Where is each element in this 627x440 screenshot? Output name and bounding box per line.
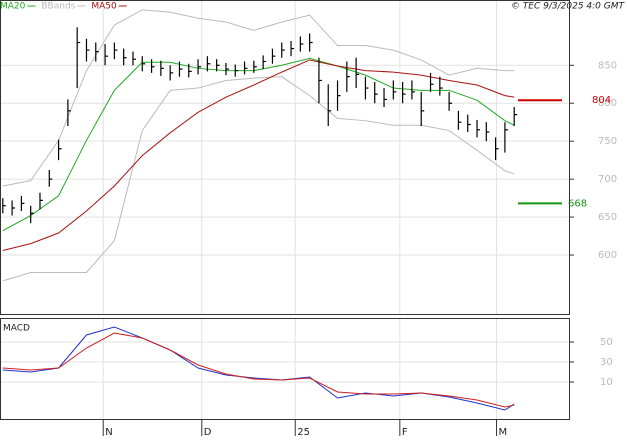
band-upper xyxy=(2,9,515,187)
legend-label: MA20 xyxy=(0,2,26,12)
marker-label: 668 xyxy=(568,198,587,209)
ma-line xyxy=(2,59,515,251)
macd-title: MACD xyxy=(3,324,30,334)
legend-label: MA50 xyxy=(91,2,117,12)
y-tick-label: 600 xyxy=(598,250,617,261)
source: © TEC 9/3/2025 4:0 GMT xyxy=(511,2,626,12)
panel-frame xyxy=(0,318,570,420)
y-tick-label: 800 xyxy=(598,98,617,109)
macd-line xyxy=(2,332,515,408)
y-tick-label: 850 xyxy=(598,60,617,71)
y-tick-label: 30 xyxy=(600,357,613,368)
x-tick-label: 25 xyxy=(297,427,310,438)
y-tick-label: 650 xyxy=(598,212,617,223)
y-tick-label: 750 xyxy=(598,136,617,147)
panel-frame xyxy=(0,0,570,315)
y-tick-label: 50 xyxy=(600,337,613,348)
legend-label: BBands xyxy=(41,2,75,12)
x-tick-label: D xyxy=(204,427,212,438)
y-tick-label: 700 xyxy=(598,174,617,185)
ma-line xyxy=(2,57,515,232)
y-tick-label: 10 xyxy=(600,377,613,388)
x-tick-label: F xyxy=(402,427,408,438)
marker-label: 804 xyxy=(592,95,611,106)
x-tick-label: M xyxy=(499,427,508,438)
band-lower xyxy=(2,76,515,282)
x-tick-label: N xyxy=(105,427,112,438)
